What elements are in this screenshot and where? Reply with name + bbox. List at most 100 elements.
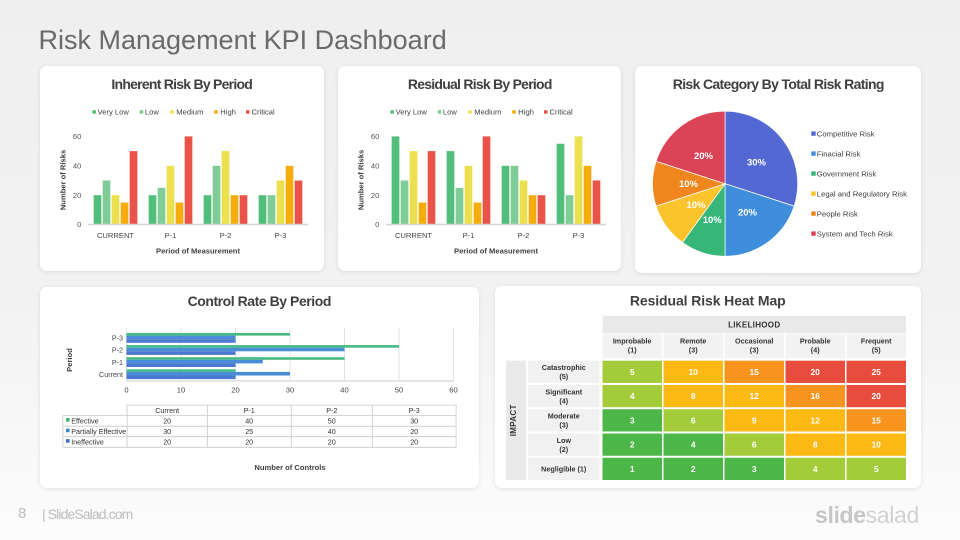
svg-text:15: 15 — [749, 367, 759, 377]
svg-text:Moderate: Moderate — [548, 412, 580, 421]
svg-text:40: 40 — [245, 416, 253, 425]
svg-text:P-1: P-1 — [112, 357, 123, 366]
svg-text:Control Rate By Period: Control Rate By Period — [188, 293, 331, 309]
svg-text:Government Risk: Government Risk — [816, 169, 876, 178]
svg-text:8: 8 — [691, 391, 696, 401]
svg-text:Critical: Critical — [549, 108, 573, 117]
svg-text:Low: Low — [145, 108, 159, 117]
svg-text:30%: 30% — [746, 157, 766, 168]
svg-text:P-1: P-1 — [462, 231, 474, 240]
svg-text:P-2: P-2 — [220, 231, 232, 240]
svg-text:(2): (2) — [559, 445, 568, 454]
svg-text:High: High — [220, 108, 236, 117]
svg-text:Critical: Critical — [252, 108, 276, 117]
svg-text:20: 20 — [245, 437, 253, 446]
svg-text:10%: 10% — [678, 179, 698, 190]
svg-text:0: 0 — [124, 385, 128, 394]
svg-text:Competitive Risk: Competitive Risk — [816, 129, 874, 138]
svg-text:Finacial Risk: Finacial Risk — [816, 149, 860, 158]
svg-text:Effective: Effective — [71, 416, 98, 425]
svg-text:50: 50 — [328, 416, 336, 425]
svg-text:6: 6 — [691, 415, 696, 425]
svg-text:12: 12 — [749, 391, 759, 401]
svg-text:2: 2 — [691, 464, 696, 474]
svg-text:Low: Low — [557, 436, 572, 445]
svg-text:Legal and Regulatory Risk: Legal and Regulatory Risk — [816, 189, 906, 198]
svg-text:Low: Low — [442, 108, 456, 117]
svg-text:Negligible (1): Negligible (1) — [541, 465, 587, 474]
svg-text:40: 40 — [340, 385, 348, 394]
svg-text:Residual Risk Heat Map: Residual Risk Heat Map — [630, 293, 786, 309]
svg-text:20: 20 — [328, 437, 336, 446]
svg-text:60: 60 — [370, 132, 378, 141]
svg-text:25: 25 — [245, 427, 253, 436]
svg-text:20: 20 — [871, 391, 881, 401]
svg-text:25: 25 — [871, 367, 881, 377]
svg-text:Very Low: Very Low — [98, 108, 130, 117]
svg-text:5: 5 — [630, 367, 635, 377]
svg-text:6: 6 — [752, 440, 757, 450]
svg-text:P-1: P-1 — [165, 231, 177, 240]
svg-text:60: 60 — [449, 385, 457, 394]
svg-text:60: 60 — [73, 132, 81, 141]
svg-text:Significant: Significant — [545, 387, 582, 396]
svg-text:P-3: P-3 — [409, 405, 420, 414]
svg-text:20: 20 — [810, 367, 820, 377]
svg-text:3: 3 — [752, 464, 757, 474]
svg-text:Very Low: Very Low — [395, 108, 427, 117]
svg-text:15: 15 — [871, 415, 881, 425]
svg-text:8: 8 — [813, 440, 818, 450]
svg-text:Occasional: Occasional — [735, 336, 773, 345]
svg-text:P-2: P-2 — [517, 231, 529, 240]
svg-text:20: 20 — [163, 437, 171, 446]
svg-text:20: 20 — [410, 427, 418, 436]
svg-text:IMPACT: IMPACT — [509, 404, 518, 436]
svg-text:Number of Risks: Number of Risks — [59, 150, 68, 210]
svg-text:10: 10 — [871, 440, 881, 450]
svg-text:20%: 20% — [737, 207, 757, 218]
svg-text:Medium: Medium — [474, 108, 501, 117]
svg-text:4: 4 — [630, 391, 635, 401]
svg-text:P-3: P-3 — [112, 333, 123, 342]
svg-text:9: 9 — [752, 415, 757, 425]
svg-text:(3): (3) — [750, 345, 759, 354]
svg-text:12: 12 — [810, 415, 820, 425]
svg-text:2: 2 — [630, 440, 635, 450]
svg-text:(1): (1) — [628, 345, 637, 354]
svg-text:4: 4 — [691, 440, 696, 450]
svg-text:(4): (4) — [559, 396, 568, 405]
svg-text:P-3: P-3 — [572, 231, 584, 240]
svg-text:20: 20 — [73, 191, 81, 200]
svg-text:Period of Measurement: Period of Measurement — [454, 246, 538, 255]
svg-text:20: 20 — [370, 191, 378, 200]
svg-text:Remote: Remote — [680, 336, 706, 345]
svg-text:40: 40 — [73, 161, 81, 170]
svg-text:System and Tech Risk: System and Tech Risk — [816, 229, 892, 238]
svg-text:1: 1 — [630, 464, 635, 474]
svg-text:P-3: P-3 — [275, 231, 287, 240]
svg-text:(3): (3) — [689, 345, 698, 354]
svg-text:Partially Effective: Partially Effective — [71, 427, 126, 436]
svg-text:Number of Controls: Number of Controls — [254, 463, 325, 472]
svg-text:P-2: P-2 — [112, 345, 123, 354]
svg-text:16: 16 — [810, 391, 820, 401]
svg-text:10%: 10% — [702, 215, 722, 226]
svg-text:Improbable: Improbable — [613, 336, 652, 345]
svg-text:30: 30 — [410, 416, 418, 425]
svg-text:30: 30 — [286, 385, 294, 394]
svg-text:Current: Current — [99, 369, 123, 378]
svg-text:High: High — [518, 108, 534, 117]
svg-text:Inherent Risk By Period: Inherent Risk By Period — [111, 76, 252, 92]
svg-text:4: 4 — [813, 464, 818, 474]
svg-text:(5): (5) — [559, 372, 568, 381]
svg-text:0: 0 — [375, 220, 379, 229]
svg-text:CURRENT: CURRENT — [394, 231, 431, 240]
svg-text:Period of Measurement: Period of Measurement — [156, 246, 240, 255]
svg-text:20: 20 — [163, 416, 171, 425]
svg-text:40: 40 — [370, 161, 378, 170]
svg-text:LIKELIHOOD: LIKELIHOOD — [728, 320, 780, 329]
svg-text:0: 0 — [77, 220, 81, 229]
svg-text:P-2: P-2 — [326, 405, 337, 414]
svg-text:Current: Current — [155, 405, 179, 414]
svg-text:20%: 20% — [693, 151, 713, 162]
